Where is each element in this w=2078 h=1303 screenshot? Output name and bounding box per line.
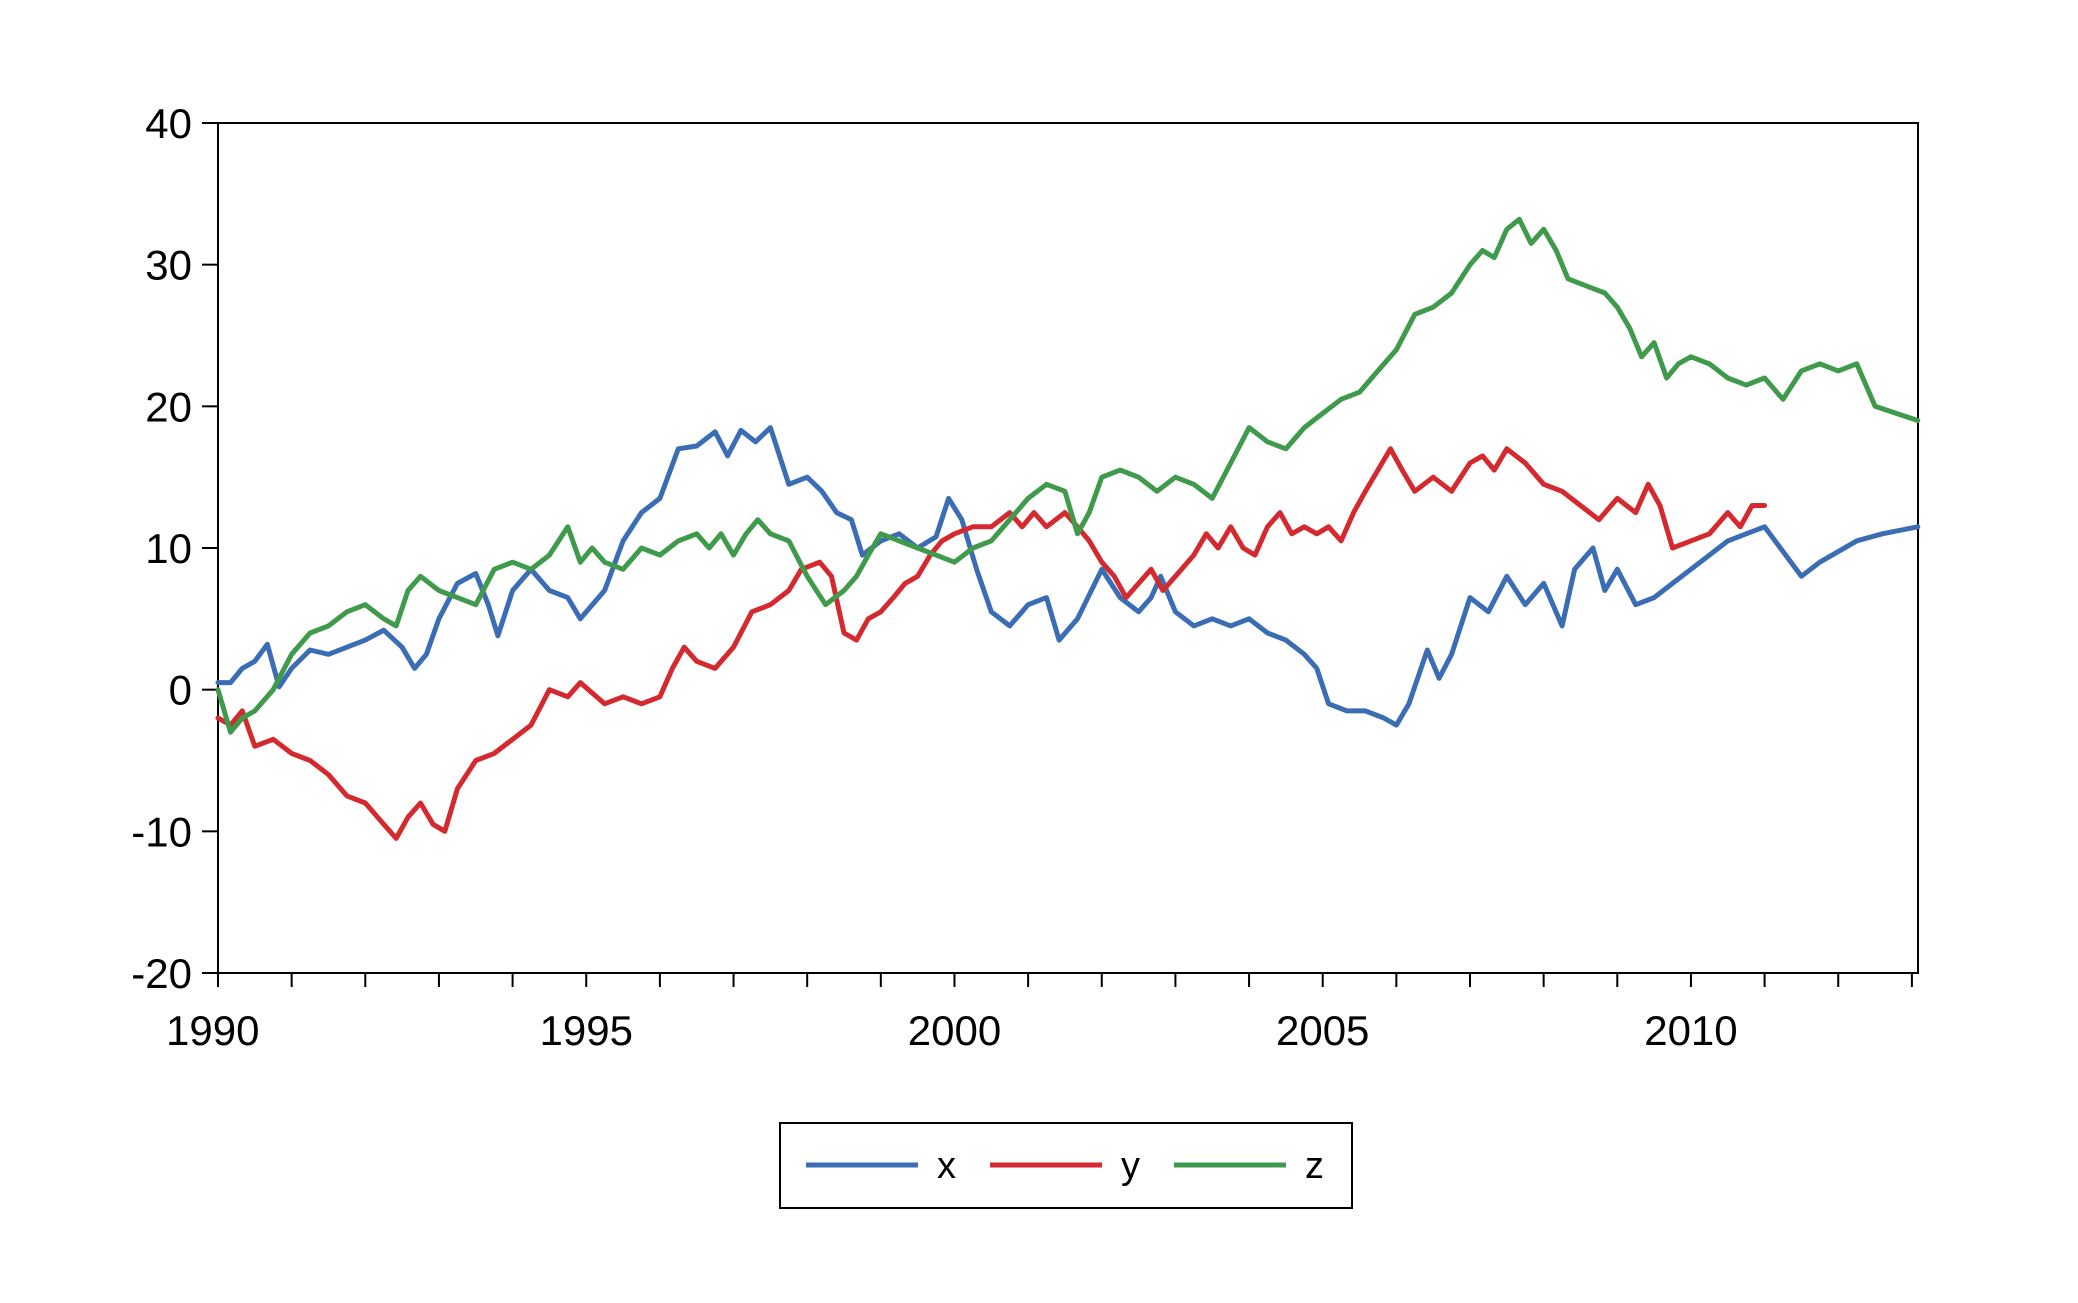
series-lines xyxy=(215,216,1921,841)
plot-area xyxy=(217,122,1919,974)
legend: x y z xyxy=(779,1122,1353,1209)
legend-label-z: z xyxy=(1305,1145,1324,1187)
x-tick-label: 2010 xyxy=(1644,1007,1737,1054)
y-tick-label: -20 xyxy=(131,950,192,997)
legend-label-x: x xyxy=(937,1145,956,1187)
y-tick-label: 0 xyxy=(169,667,192,714)
x-axis: 1990 1995 2000 2005 2010 xyxy=(166,973,1913,1054)
y-tick-label: 10 xyxy=(145,525,192,572)
series-line-x xyxy=(215,425,1921,728)
y-tick-label: 30 xyxy=(145,242,192,289)
series-line-y xyxy=(215,446,1768,841)
series-line-z xyxy=(215,216,1921,735)
y-axis: -20 -10 0 10 20 30 40 xyxy=(131,100,218,997)
y-tick-label: 40 xyxy=(145,100,192,147)
x-tick-label: 1995 xyxy=(540,1007,633,1054)
y-tick-label: -10 xyxy=(131,808,192,855)
y-tick-label: 20 xyxy=(145,383,192,430)
x-tick-label: 1990 xyxy=(166,1007,259,1054)
x-tick-label: 2005 xyxy=(1276,1007,1369,1054)
x-tick-label: 2000 xyxy=(908,1007,1001,1054)
legend-label-y: y xyxy=(1121,1145,1140,1187)
